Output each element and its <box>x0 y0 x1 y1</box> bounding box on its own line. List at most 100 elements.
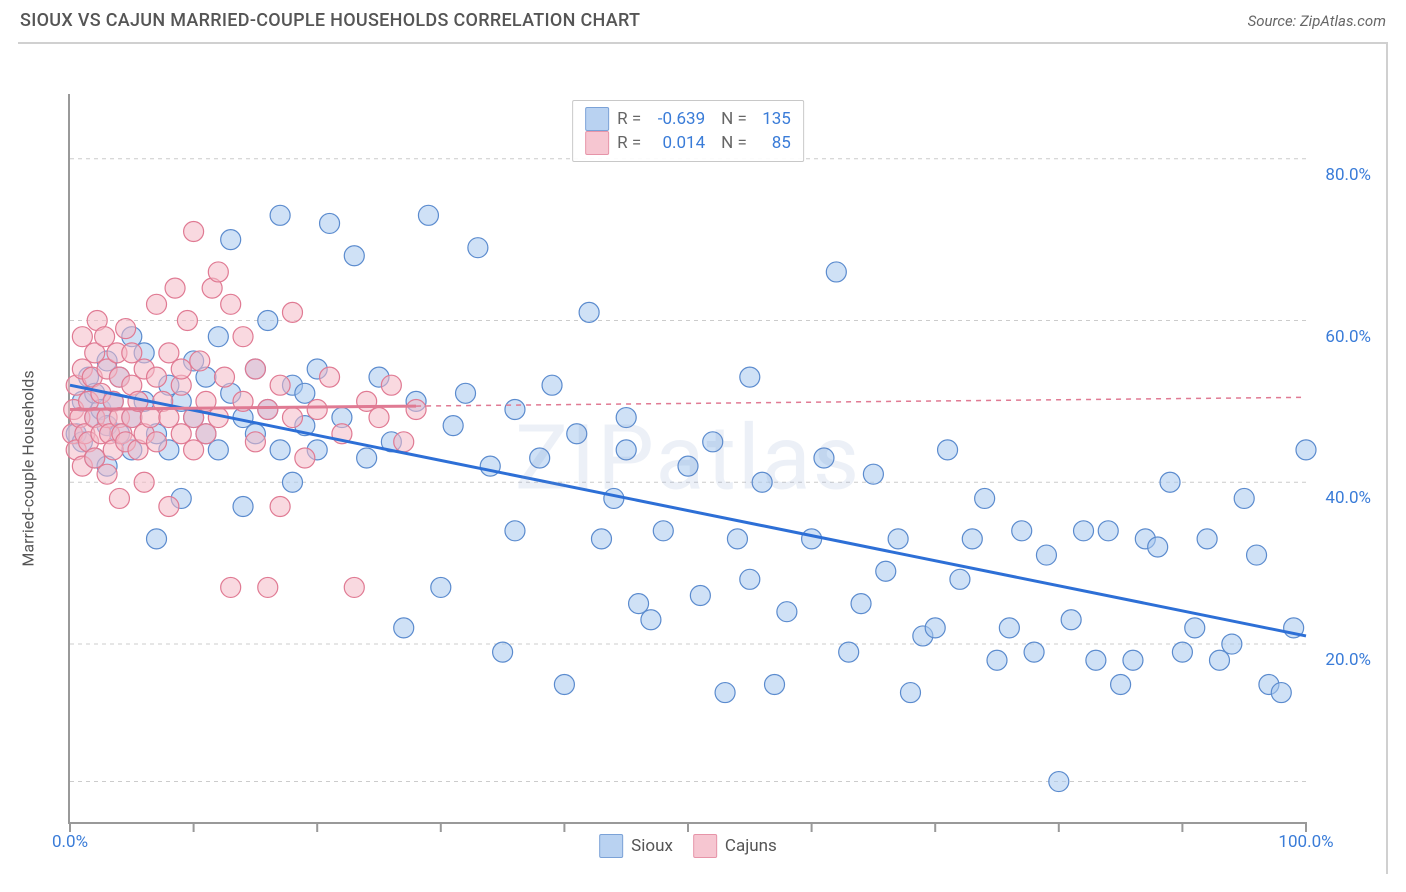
data-point <box>443 416 463 436</box>
data-point <box>344 246 364 266</box>
data-point <box>1222 634 1242 654</box>
data-point <box>184 222 204 242</box>
data-point <box>1111 674 1131 694</box>
data-point <box>282 472 302 492</box>
data-point <box>147 432 167 452</box>
data-point <box>72 327 92 347</box>
data-point <box>1036 545 1056 565</box>
data-point <box>116 319 136 339</box>
data-point <box>406 399 426 419</box>
data-point <box>369 408 389 428</box>
data-point <box>122 343 142 363</box>
data-point <box>1049 772 1069 792</box>
legend-n-label: N = <box>721 133 747 153</box>
data-point <box>1234 488 1254 508</box>
data-point <box>381 375 401 395</box>
data-point <box>925 618 945 638</box>
data-point <box>542 375 562 395</box>
data-point <box>258 399 278 419</box>
data-point <box>530 448 550 468</box>
data-point <box>344 577 364 597</box>
x-tick-label: 100.0% <box>1278 832 1333 852</box>
data-point <box>802 529 822 549</box>
legend-label: Cajuns <box>725 836 777 856</box>
data-point <box>839 642 859 662</box>
data-point <box>270 440 290 460</box>
data-point <box>727 529 747 549</box>
data-point <box>888 529 908 549</box>
data-point <box>1172 642 1192 662</box>
legend-swatch <box>585 107 609 131</box>
data-point <box>196 424 216 444</box>
data-point <box>159 408 179 428</box>
data-point <box>1061 610 1081 630</box>
data-point <box>159 343 179 363</box>
data-point <box>258 310 278 330</box>
legend-r-value: 0.014 <box>649 133 705 153</box>
data-point <box>740 367 760 387</box>
data-point <box>190 351 210 371</box>
data-point <box>97 464 117 484</box>
data-point <box>1271 683 1291 703</box>
data-point <box>307 399 327 419</box>
data-point <box>221 577 241 597</box>
data-point <box>591 529 611 549</box>
data-point <box>431 577 451 597</box>
legend-swatch <box>599 834 623 858</box>
data-point <box>567 424 587 444</box>
data-point <box>765 674 785 694</box>
data-point <box>95 327 115 347</box>
data-point <box>703 432 723 452</box>
data-point <box>233 327 253 347</box>
data-point <box>394 432 414 452</box>
data-point <box>159 497 179 517</box>
data-point <box>165 278 185 298</box>
data-point <box>1074 521 1094 541</box>
data-point <box>208 440 228 460</box>
data-point <box>147 529 167 549</box>
data-point <box>171 424 191 444</box>
data-point <box>320 213 340 233</box>
data-point <box>616 440 636 460</box>
data-point <box>876 561 896 581</box>
legend-row: R =0.014N =85 <box>585 131 791 155</box>
data-point <box>616 408 636 428</box>
legend-n-value: 135 <box>755 109 791 129</box>
data-point <box>1086 650 1106 670</box>
data-point <box>938 440 958 460</box>
plot-area: ZIPatlas R =-0.639N =135R =0.014N =85 Si… <box>68 94 1306 824</box>
data-point <box>184 440 204 460</box>
data-point <box>1197 529 1217 549</box>
data-point <box>851 594 871 614</box>
data-point <box>270 205 290 225</box>
data-point <box>900 683 920 703</box>
scatter-svg <box>70 94 1306 822</box>
legend-swatch <box>585 131 609 155</box>
y-tick-label: 60.0% <box>1325 327 1371 347</box>
data-point <box>752 472 772 492</box>
data-point <box>653 521 673 541</box>
data-point <box>579 302 599 322</box>
data-point <box>554 674 574 694</box>
data-point <box>282 408 302 428</box>
data-point <box>777 602 797 622</box>
data-point <box>678 456 698 476</box>
data-point <box>282 302 302 322</box>
data-point <box>177 310 197 330</box>
data-point <box>962 529 982 549</box>
data-point <box>1209 650 1229 670</box>
data-point <box>1024 642 1044 662</box>
x-tick-label: 0.0% <box>52 832 88 852</box>
data-point <box>641 610 661 630</box>
data-point <box>740 569 760 589</box>
data-point <box>1185 618 1205 638</box>
data-point <box>208 262 228 282</box>
data-point <box>1123 650 1143 670</box>
data-point <box>357 391 377 411</box>
legend-r-value: -0.639 <box>649 109 705 129</box>
y-tick-label: 20.0% <box>1325 650 1371 670</box>
data-point <box>208 327 228 347</box>
chart-source: Source: ZipAtlas.com <box>1248 12 1386 30</box>
data-point <box>295 383 315 403</box>
data-point <box>493 642 513 662</box>
